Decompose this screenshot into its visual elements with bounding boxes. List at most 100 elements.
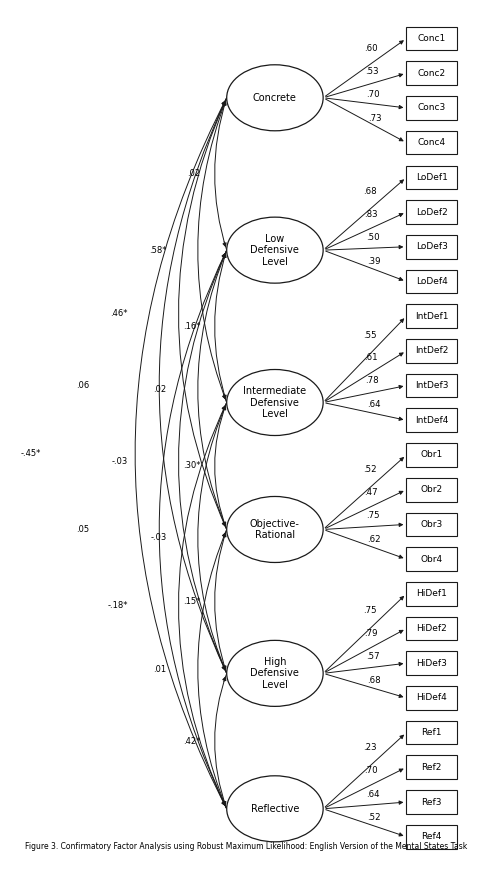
Text: .75: .75 bbox=[363, 606, 377, 615]
Text: .50: .50 bbox=[366, 233, 379, 242]
Text: .01: .01 bbox=[154, 665, 166, 674]
Text: .83: .83 bbox=[365, 210, 378, 219]
FancyBboxPatch shape bbox=[406, 270, 458, 293]
FancyBboxPatch shape bbox=[406, 408, 458, 432]
Ellipse shape bbox=[227, 65, 323, 131]
Text: -.03: -.03 bbox=[112, 457, 128, 466]
Text: IntDef3: IntDef3 bbox=[415, 381, 448, 390]
Text: Obr4: Obr4 bbox=[421, 554, 443, 564]
Text: HiDef1: HiDef1 bbox=[416, 589, 447, 599]
Text: .68: .68 bbox=[364, 187, 377, 196]
FancyBboxPatch shape bbox=[406, 790, 458, 813]
Text: .64: .64 bbox=[367, 400, 380, 409]
Text: .39: .39 bbox=[368, 257, 381, 266]
Ellipse shape bbox=[227, 370, 323, 436]
Text: .47: .47 bbox=[365, 488, 378, 497]
FancyBboxPatch shape bbox=[406, 200, 458, 224]
Text: Objective-
Rational: Objective- Rational bbox=[250, 519, 300, 540]
Text: Obr1: Obr1 bbox=[421, 451, 443, 460]
Text: .64: .64 bbox=[366, 789, 379, 798]
FancyBboxPatch shape bbox=[406, 617, 458, 641]
Text: High
Defensive
Level: High Defensive Level bbox=[250, 657, 299, 690]
Text: .05: .05 bbox=[76, 525, 90, 534]
Text: Low
Defensive
Level: Low Defensive Level bbox=[250, 233, 299, 266]
Ellipse shape bbox=[227, 496, 323, 562]
Text: LoDef2: LoDef2 bbox=[416, 208, 448, 217]
Text: .75: .75 bbox=[366, 511, 379, 520]
Text: Figure 3. Confirmatory Factor Analysis using Robust Maximum Likelihood: English : Figure 3. Confirmatory Factor Analysis u… bbox=[25, 842, 467, 851]
Text: Conc4: Conc4 bbox=[418, 138, 446, 147]
Text: -.45*: -.45* bbox=[21, 449, 41, 458]
Text: .61: .61 bbox=[364, 354, 378, 363]
FancyBboxPatch shape bbox=[406, 547, 458, 571]
FancyBboxPatch shape bbox=[406, 478, 458, 502]
Text: Obr3: Obr3 bbox=[421, 519, 443, 529]
FancyBboxPatch shape bbox=[406, 756, 458, 779]
Text: Conc2: Conc2 bbox=[418, 69, 446, 78]
Text: HiDef4: HiDef4 bbox=[416, 693, 447, 702]
Text: Reflective: Reflective bbox=[251, 804, 299, 813]
Text: -.03: -.03 bbox=[150, 534, 166, 543]
Text: -.18*: -.18* bbox=[107, 601, 128, 610]
Text: HiDef3: HiDef3 bbox=[416, 658, 447, 667]
FancyBboxPatch shape bbox=[406, 166, 458, 189]
Text: .68: .68 bbox=[367, 675, 381, 684]
Text: .06: .06 bbox=[76, 381, 90, 390]
FancyBboxPatch shape bbox=[406, 443, 458, 467]
Text: IntDef2: IntDef2 bbox=[415, 347, 448, 356]
Text: LoDef4: LoDef4 bbox=[416, 277, 448, 286]
Text: .52: .52 bbox=[367, 813, 381, 822]
Text: .58*: .58* bbox=[149, 246, 166, 255]
Text: IntDef1: IntDef1 bbox=[415, 312, 448, 321]
Text: .42*: .42* bbox=[183, 737, 200, 746]
Text: .62: .62 bbox=[367, 535, 381, 544]
Ellipse shape bbox=[227, 217, 323, 283]
FancyBboxPatch shape bbox=[406, 373, 458, 397]
Text: .23: .23 bbox=[364, 743, 377, 753]
Text: Ref4: Ref4 bbox=[422, 832, 442, 841]
Text: .73: .73 bbox=[368, 114, 381, 123]
FancyBboxPatch shape bbox=[406, 339, 458, 363]
FancyBboxPatch shape bbox=[406, 582, 458, 606]
Text: Concrete: Concrete bbox=[253, 93, 297, 102]
Ellipse shape bbox=[227, 776, 323, 842]
Text: Conc3: Conc3 bbox=[418, 103, 446, 112]
FancyBboxPatch shape bbox=[406, 235, 458, 258]
Text: .79: .79 bbox=[365, 629, 378, 638]
Text: .70: .70 bbox=[365, 766, 378, 775]
Text: Obr2: Obr2 bbox=[421, 486, 443, 495]
Text: .78: .78 bbox=[366, 376, 379, 386]
FancyBboxPatch shape bbox=[406, 825, 458, 848]
FancyBboxPatch shape bbox=[406, 721, 458, 745]
Text: Intermediate
Defensive
Level: Intermediate Defensive Level bbox=[244, 386, 307, 419]
Text: .02: .02 bbox=[187, 169, 200, 178]
Text: .55: .55 bbox=[363, 331, 377, 339]
Text: .57: .57 bbox=[366, 652, 379, 661]
Text: .53: .53 bbox=[365, 67, 379, 76]
FancyBboxPatch shape bbox=[406, 131, 458, 154]
FancyBboxPatch shape bbox=[406, 651, 458, 675]
Text: Ref3: Ref3 bbox=[421, 797, 442, 806]
Text: .60: .60 bbox=[364, 44, 377, 53]
Text: HiDef2: HiDef2 bbox=[416, 624, 447, 633]
Text: .52: .52 bbox=[364, 465, 377, 474]
Text: .15*: .15* bbox=[183, 597, 200, 606]
FancyBboxPatch shape bbox=[406, 305, 458, 328]
Text: .02: .02 bbox=[154, 385, 166, 395]
Text: .16*: .16* bbox=[183, 322, 200, 331]
Text: Ref2: Ref2 bbox=[422, 763, 442, 772]
Text: .70: .70 bbox=[367, 90, 380, 99]
Text: Conc1: Conc1 bbox=[418, 34, 446, 43]
Ellipse shape bbox=[227, 641, 323, 707]
FancyBboxPatch shape bbox=[406, 61, 458, 85]
Text: IntDef4: IntDef4 bbox=[415, 416, 448, 425]
Text: LoDef1: LoDef1 bbox=[416, 173, 448, 182]
FancyBboxPatch shape bbox=[406, 27, 458, 51]
Text: Ref1: Ref1 bbox=[421, 728, 442, 737]
FancyBboxPatch shape bbox=[406, 96, 458, 119]
Text: .46*: .46* bbox=[110, 309, 128, 318]
Text: .30*: .30* bbox=[183, 462, 200, 470]
Text: LoDef3: LoDef3 bbox=[416, 242, 448, 251]
FancyBboxPatch shape bbox=[406, 686, 458, 710]
FancyBboxPatch shape bbox=[406, 512, 458, 536]
